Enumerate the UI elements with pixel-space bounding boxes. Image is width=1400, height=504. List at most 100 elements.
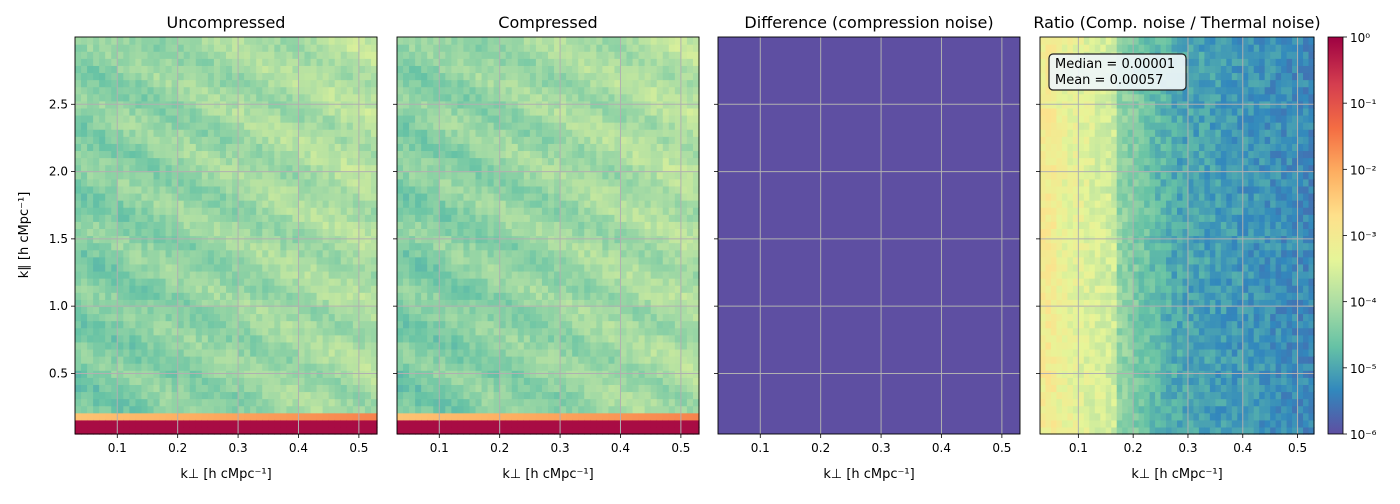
- heatmap-cell: [322, 185, 330, 194]
- heatmap-cell: [346, 164, 354, 173]
- heatmap-cell: [620, 207, 628, 215]
- heatmap-cell: [584, 214, 591, 222]
- heatmap-cell: [602, 93, 609, 102]
- heatmap-cell: [328, 341, 336, 350]
- heatmap-cell: [147, 285, 155, 293]
- heatmap-cell: [572, 143, 579, 152]
- heatmap-cell: [159, 377, 167, 385]
- heatmap-cell: [250, 122, 257, 130]
- heatmap-cell: [159, 348, 167, 357]
- heatmap-cell: [213, 242, 221, 251]
- heatmap-cell: [469, 228, 477, 237]
- heatmap-cell: [274, 348, 281, 357]
- heatmap-cell: [123, 228, 130, 237]
- heatmap-cell: [256, 228, 263, 237]
- heatmap-cell: [195, 143, 203, 152]
- heatmap-cell: [81, 65, 88, 74]
- heatmap-cell: [608, 405, 616, 414]
- heatmap-cell: [153, 306, 161, 315]
- heatmap-cell: [620, 405, 628, 414]
- heatmap-cell: [541, 263, 549, 272]
- heatmap-cell: [608, 270, 616, 279]
- heatmap-cell: [608, 377, 616, 385]
- heatmap-cell: [493, 200, 501, 208]
- heatmap-cell: [487, 327, 495, 336]
- heatmap-cell: [81, 320, 88, 329]
- heatmap-cell: [358, 278, 366, 286]
- heatmap-cell: [409, 86, 416, 95]
- heatmap-cell: [99, 334, 106, 343]
- heatmap-cell: [292, 270, 300, 279]
- heatmap-cell: [548, 412, 555, 421]
- heatmap-cell: [213, 263, 221, 272]
- heatmap-cell: [626, 185, 634, 194]
- heatmap-cell: [189, 79, 197, 88]
- heatmap-cell: [364, 207, 372, 215]
- heatmap-cell: [117, 107, 124, 116]
- heatmap-cell: [99, 72, 106, 81]
- heatmap-cell: [117, 299, 124, 307]
- heatmap-cell: [403, 249, 410, 258]
- heatmap-cell: [93, 129, 100, 137]
- heatmap-cell: [93, 157, 100, 166]
- heatmap-cell: [153, 51, 161, 59]
- heatmap-cell: [93, 86, 100, 95]
- heatmap-cell: [147, 306, 155, 315]
- heatmap-cell: [346, 356, 354, 364]
- heatmap-cell: [572, 122, 579, 130]
- heatmap-cell: [421, 72, 428, 81]
- heatmap-cell: [451, 292, 458, 300]
- heatmap-cell: [445, 292, 452, 300]
- heatmap-cell: [183, 363, 191, 371]
- heatmap-cell: [596, 306, 603, 315]
- heatmap-cell: [147, 398, 155, 407]
- heatmap-cell: [147, 419, 155, 428]
- heatmap-cell: [340, 306, 348, 315]
- heatmap-cell: [219, 348, 227, 357]
- heatmap-cell: [316, 384, 324, 393]
- heatmap-cell: [626, 157, 634, 166]
- heatmap-cell: [409, 263, 416, 272]
- heatmap-cell: [421, 270, 428, 279]
- heatmap-cell: [310, 419, 318, 428]
- heatmap-cell: [250, 136, 257, 144]
- heatmap-cell: [529, 270, 537, 279]
- heatmap-cell: [195, 122, 203, 130]
- heatmap-cell: [572, 334, 579, 343]
- heatmap-cell: [129, 51, 136, 59]
- heatmap-cell: [141, 207, 149, 215]
- heatmap-cell: [352, 405, 360, 414]
- heatmap-cell: [566, 114, 573, 123]
- heatmap-cell: [554, 398, 561, 407]
- heatmap-cell: [499, 370, 507, 378]
- heatmap-cell: [352, 93, 360, 102]
- heatmap-cell: [517, 320, 525, 329]
- heatmap-cell: [189, 192, 197, 201]
- heatmap-cell: [322, 65, 330, 74]
- heatmap-cell: [602, 356, 609, 364]
- heatmap-cell: [226, 363, 233, 371]
- heatmap-cell: [298, 114, 306, 123]
- heatmap-cell: [304, 419, 312, 428]
- heatmap-cell: [304, 377, 312, 385]
- heatmap-cell: [171, 185, 179, 194]
- heatmap-cell: [584, 86, 591, 95]
- heatmap-cell: [141, 164, 149, 173]
- heatmap-cell: [75, 285, 82, 293]
- heatmap-cell: [415, 65, 422, 74]
- heatmap-cell: [421, 363, 428, 371]
- heatmap-cell: [93, 384, 100, 393]
- heatmap-cell: [535, 299, 543, 307]
- heatmap-cell: [590, 306, 597, 315]
- heatmap-cell: [304, 157, 312, 166]
- heatmap-cell: [590, 164, 597, 173]
- heatmap-cell: [141, 79, 149, 88]
- heatmap-cell: [238, 136, 245, 144]
- heatmap-cell: [274, 178, 281, 187]
- heatmap-cell: [475, 242, 483, 251]
- heatmap-cell: [397, 292, 404, 300]
- heatmap-cell: [334, 192, 342, 201]
- heatmap-cell: [517, 44, 525, 52]
- heatmap-cell: [256, 37, 263, 45]
- heatmap-cell: [201, 122, 209, 130]
